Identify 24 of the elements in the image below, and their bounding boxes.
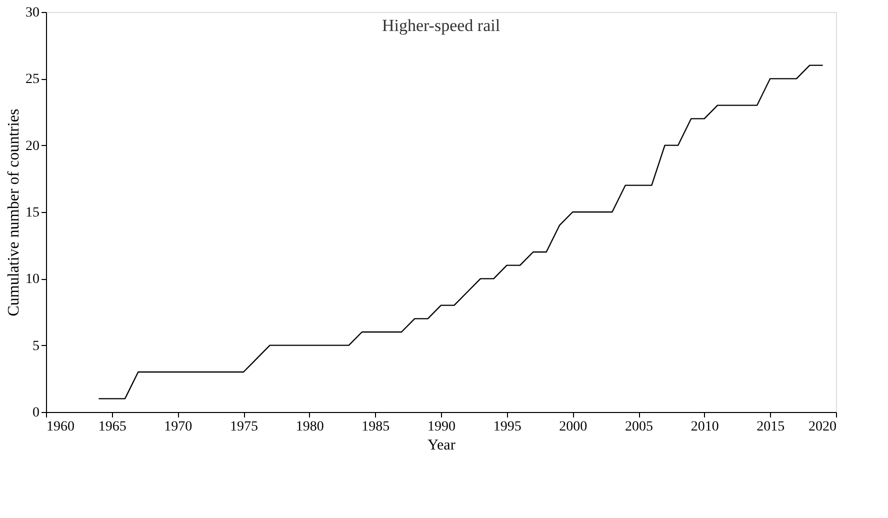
x-tick-label: 2015 — [756, 420, 785, 434]
x-tick-label: 1965 — [98, 420, 126, 434]
x-tick-label: 1975 — [230, 420, 258, 434]
x-tick-label: 1980 — [296, 420, 324, 434]
x-tick-label: 2000 — [559, 420, 588, 434]
x-tick-label: 1960 — [46, 420, 74, 434]
x-tick-label: 1990 — [428, 420, 456, 434]
y-tick-label: 5 — [32, 338, 40, 354]
y-tick-label: 25 — [26, 72, 40, 88]
line-series — [98, 64, 824, 400]
x-tick-label: 2020 — [808, 420, 836, 434]
x-axis-title: Year — [428, 438, 456, 454]
y-tick-label: 0 — [32, 406, 40, 420]
x-tick-label: 1970 — [164, 420, 192, 434]
x-tick-label: 2010 — [690, 420, 719, 434]
y-axis-title: Cumulative number of countries — [6, 108, 22, 316]
chart-title: Higher-speed rail — [382, 16, 500, 35]
x-tick-label: 1995 — [493, 420, 522, 434]
y-tick-label: 30 — [26, 6, 40, 20]
x-tick-label: 1985 — [362, 420, 390, 434]
x-tick-label: 2005 — [625, 420, 653, 434]
y-tick-label: 10 — [26, 272, 40, 288]
y-tick-label: 20 — [26, 138, 40, 154]
y-tick-label: 15 — [26, 206, 40, 220]
